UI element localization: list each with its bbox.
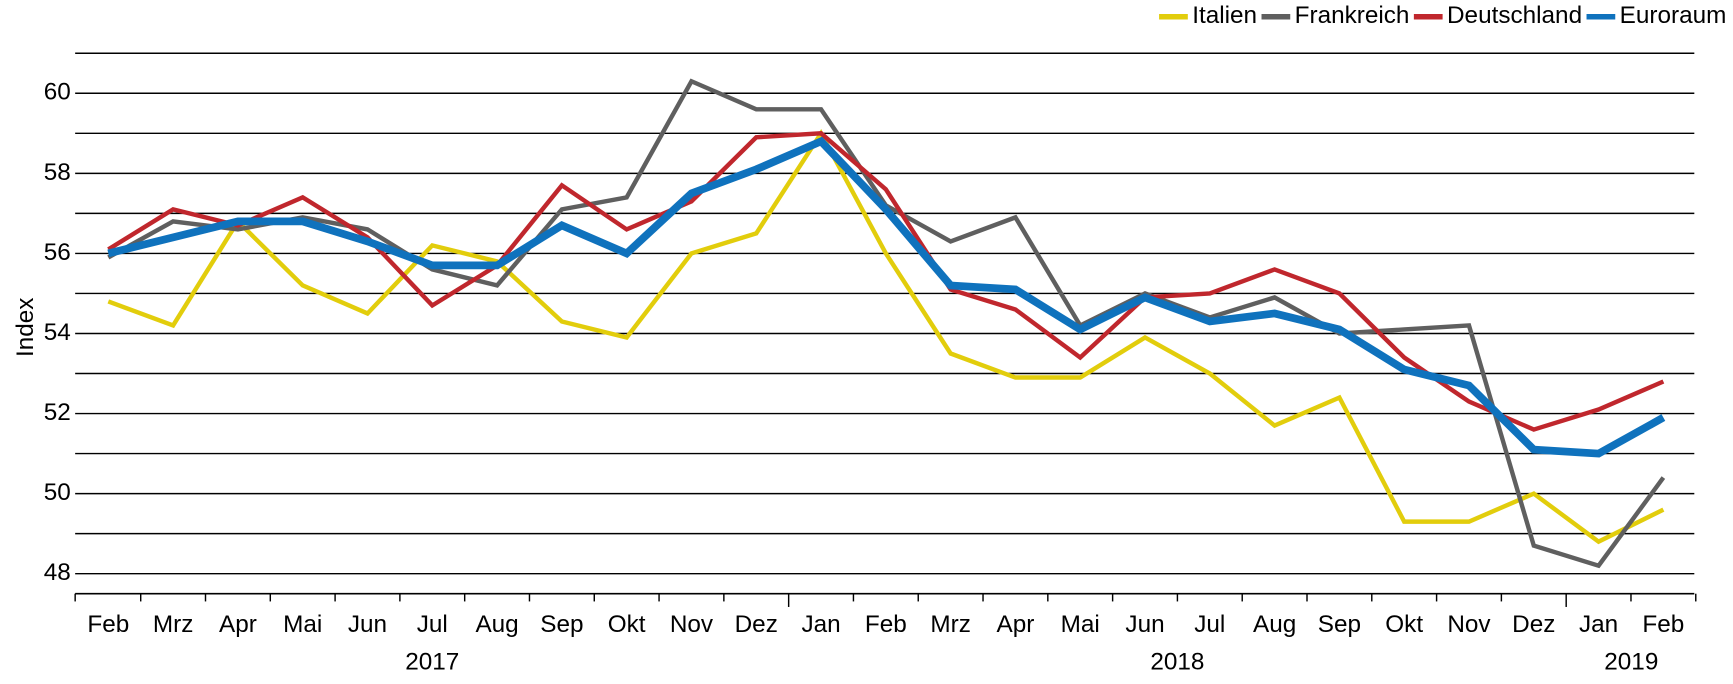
x-tick-label: Apr — [997, 611, 1035, 638]
y-tick-label: 56 — [44, 239, 71, 266]
y-tick-label: 52 — [44, 399, 71, 426]
legend-label: Euroraum — [1620, 2, 1727, 29]
x-tick-label: Feb — [87, 611, 129, 638]
series-line — [107, 128, 1665, 545]
x-tick-label: Okt — [608, 611, 646, 638]
x-tick-label: Jun — [348, 611, 387, 638]
x-tick-label: Feb — [865, 611, 907, 638]
x-tick-label: Mai — [1061, 611, 1100, 638]
x-tick-label: Jan — [801, 611, 840, 638]
x-tick-label: Dez — [1512, 611, 1555, 638]
legend-label: Deutschland — [1447, 2, 1582, 29]
x-tick-label: Nov — [670, 611, 714, 638]
x-tick-label: Jul — [417, 611, 448, 638]
x-tick-label: Mrz — [930, 611, 970, 638]
x-tick-label: Jan — [1579, 611, 1618, 638]
y-tick-label: 60 — [44, 79, 71, 106]
x-tick-label: Dez — [735, 611, 778, 638]
x-tick-label: Mai — [283, 611, 322, 638]
y-tick-label: 54 — [44, 319, 71, 346]
x-tick-label: Jul — [1194, 611, 1225, 638]
x-tick-label: Nov — [1447, 611, 1491, 638]
x-tick-label: Okt — [1385, 611, 1423, 638]
x-tick-label: Mrz — [153, 611, 193, 638]
series-line — [107, 131, 1665, 432]
year-label: 2018 — [1150, 649, 1204, 676]
y-tick-label: 50 — [44, 479, 71, 506]
x-tick-label: Sep — [1318, 611, 1361, 638]
x-tick-label: Apr — [219, 611, 257, 638]
y-tick-label: 48 — [44, 559, 71, 586]
y-axis-label: Index — [12, 298, 39, 357]
y-tick-label: 58 — [44, 159, 71, 186]
legend-label: Italien — [1192, 2, 1257, 29]
x-tick-label: Aug — [475, 611, 518, 638]
x-tick-label: Aug — [1253, 611, 1296, 638]
year-label: 2019 — [1604, 649, 1658, 676]
x-tick-label: Jun — [1125, 611, 1164, 638]
series-line — [107, 136, 1666, 458]
year-label: 2017 — [405, 649, 459, 676]
x-tick-label: Feb — [1642, 611, 1684, 638]
legend-label: Frankreich — [1295, 2, 1410, 29]
x-tick-label: Sep — [540, 611, 583, 638]
